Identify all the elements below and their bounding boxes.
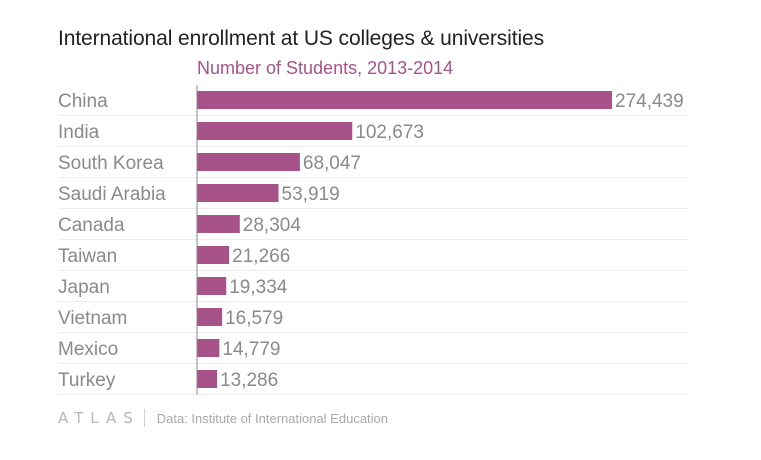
category-label: China [58,91,108,112]
category-label: India [58,122,100,143]
value-label: 14,779 [222,339,280,360]
bar-india [197,122,353,140]
category-label: Canada [58,215,125,236]
bar-vietnam [197,308,223,326]
category-label: Vietnam [58,308,127,329]
bar-japan [197,277,227,295]
category-label: Japan [58,277,110,298]
bar-canada [197,215,240,233]
bar-south-korea [197,153,300,171]
value-label: 68,047 [303,153,361,174]
bar-taiwan [197,246,230,264]
value-label: 19,334 [229,277,288,298]
footer-divider [143,409,145,427]
chart-subtitle: Number of Students, 2013-2014 [197,58,454,78]
value-label: 28,304 [243,215,302,236]
labels: China 274,439 India 102,673 South Korea 68,04… [58,91,684,391]
category-label: Turkey [58,370,116,391]
category-label: Mexico [58,339,118,360]
category-label: Saudi Arabia [58,184,166,205]
bar-china [197,91,612,109]
bar-saudi-arabia [197,184,279,202]
value-label: 21,266 [232,246,290,267]
category-label: South Korea [58,153,164,174]
chart-title: International enrollment at US colleges … [58,27,545,50]
value-label: 13,286 [220,370,278,391]
gridlines [58,115,688,395]
atlas-logo: ATLAS [58,409,140,427]
bars [197,91,612,388]
bar-mexico [197,339,220,357]
value-label: 53,919 [282,184,340,205]
value-label: 102,673 [355,122,424,143]
source-note: Data: Institute of International Educati… [156,410,389,426]
footer: ATLAS Data: Institute of International E… [58,409,388,427]
category-label: Taiwan [58,246,117,267]
value-label: 274,439 [615,91,684,112]
bar-turkey [197,370,218,388]
value-label: 16,579 [225,308,283,329]
